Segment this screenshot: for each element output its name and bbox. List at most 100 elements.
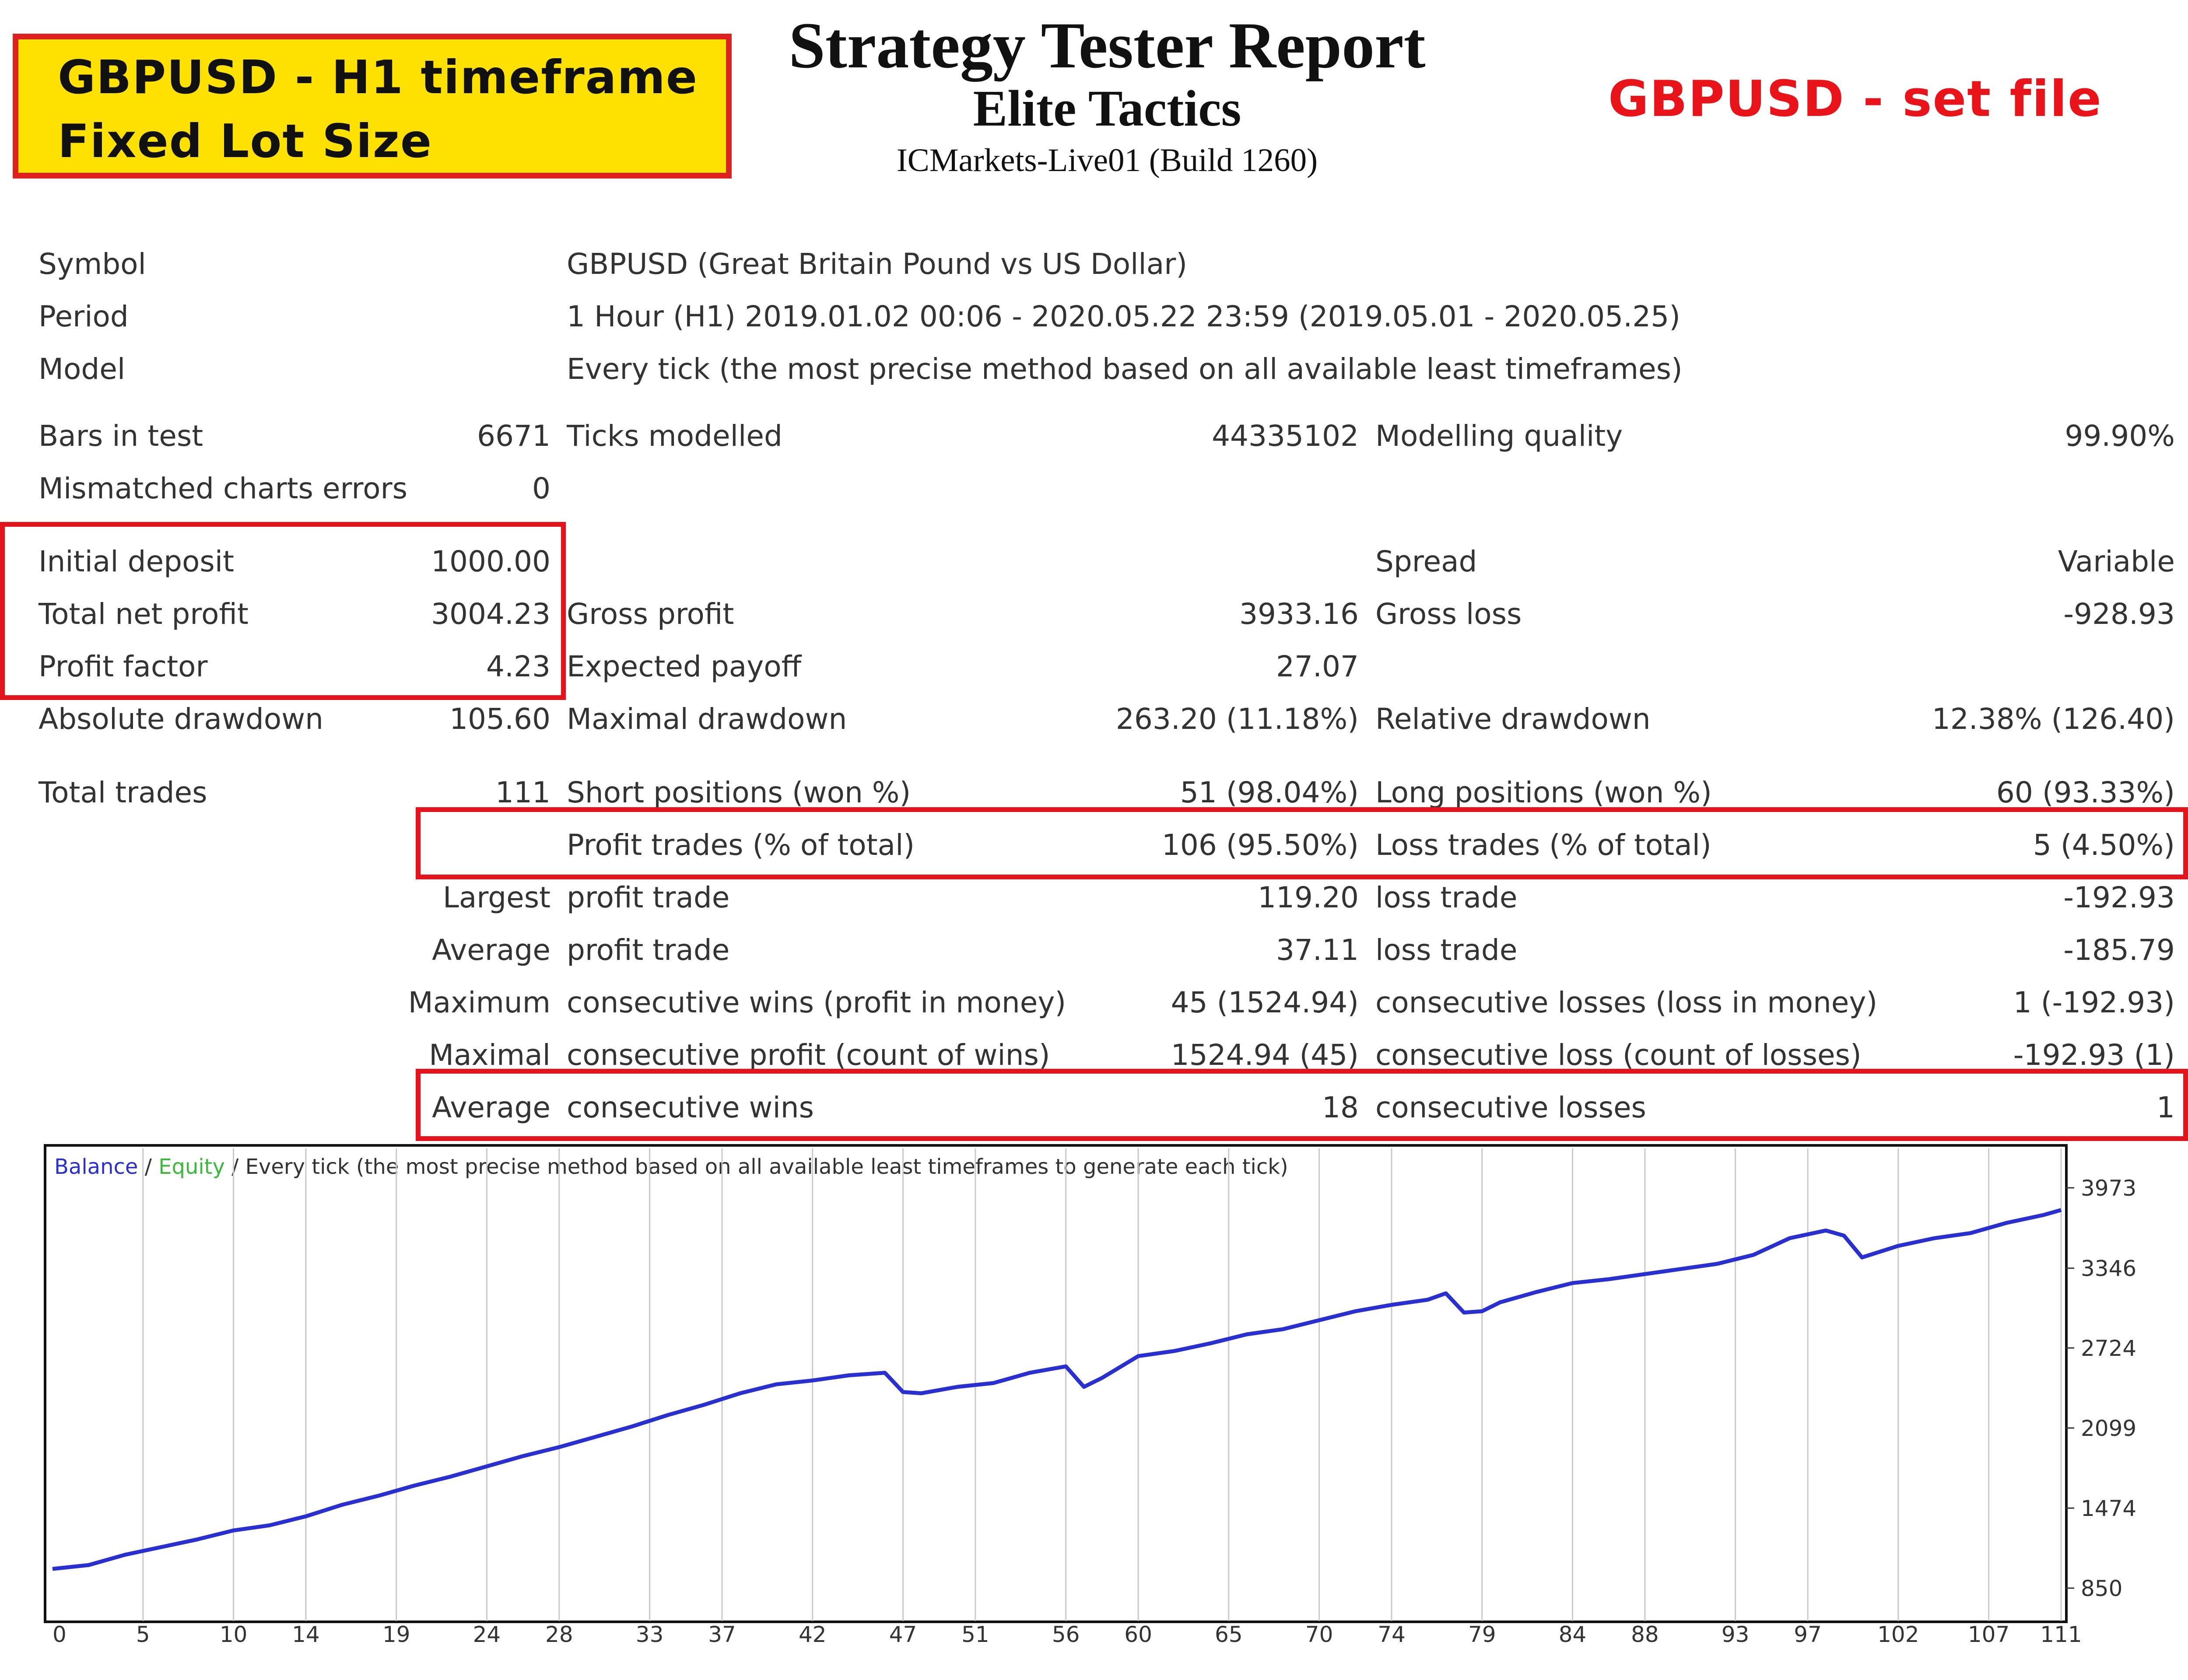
x-tick-label: 10 — [220, 1622, 248, 1647]
legend-equity: Equity — [158, 1155, 225, 1179]
timeframe-badge: GBPUSD - H1 timeframe Fixed Lot Size — [13, 34, 732, 178]
maximal-profit-value: 1524.94 (45) — [1171, 1038, 1359, 1072]
average-consecutive-label: Average — [431, 1091, 551, 1124]
absdd-label: Absolute drawdown — [39, 702, 323, 736]
maximal-profit-label: consecutive profit (count of wins) — [567, 1038, 1050, 1072]
average-loss-label: loss trade — [1375, 933, 1518, 967]
avg-wins-label: consecutive wins — [567, 1091, 814, 1124]
spread-label: Spread — [1375, 545, 1477, 578]
largest-label: Largest — [443, 881, 551, 914]
average-loss-value: -185.79 — [2063, 933, 2175, 967]
avg-wins-value: 18 — [1322, 1091, 1359, 1124]
x-tick-label: 28 — [545, 1622, 573, 1647]
trades-value: 111 — [495, 776, 551, 809]
x-tick-label: 51 — [961, 1622, 989, 1647]
x-tick-label: 5 — [136, 1622, 150, 1647]
bars-label: Bars in test — [39, 419, 203, 453]
quality-label: Modelling quality — [1375, 419, 1623, 453]
largest-loss-value: -192.93 — [2063, 881, 2175, 914]
highlight-deposit-box — [0, 522, 566, 700]
long-label: Long positions (won %) — [1375, 776, 1712, 809]
legend-description: / Every tick (the most precise method ba… — [224, 1155, 1288, 1179]
quality-value: 99.90% — [2065, 419, 2175, 453]
profit-trades-label: Profit trades (% of total) — [567, 828, 915, 862]
maximal-loss-value: -192.93 (1) — [2013, 1038, 2175, 1072]
mismatch-label: Mismatched charts errors — [39, 472, 407, 505]
long-value: 60 (93.33%) — [1996, 776, 2175, 809]
ticks-value: 44335102 — [1212, 419, 1359, 453]
x-tick-label: 60 — [1124, 1622, 1152, 1647]
x-tick-label: 47 — [889, 1622, 917, 1647]
maximal-label: Maximal — [429, 1038, 551, 1072]
netprofit-value: 3004.23 — [431, 597, 551, 631]
x-tick-label: 33 — [636, 1622, 664, 1647]
model-value: Every tick (the most precise method base… — [567, 352, 1683, 386]
x-tick-label: 19 — [382, 1622, 410, 1647]
set-file-label: GBPUSD - set file — [1608, 70, 2102, 128]
short-label: Short positions (won %) — [567, 776, 911, 809]
y-tick-label: 2724 — [2081, 1336, 2136, 1361]
y-tick-label: 850 — [2081, 1576, 2122, 1601]
average-label: Average — [431, 933, 551, 967]
grossprofit-value: 3933.16 — [1239, 597, 1359, 631]
legend-balance: Balance — [54, 1155, 138, 1179]
x-tick-label: 24 — [473, 1622, 501, 1647]
chart-legend: Balance / Equity / Every tick (the most … — [54, 1155, 1288, 1179]
x-tick-label: 56 — [1052, 1622, 1080, 1647]
loss-trades-label: Loss trades (% of total) — [1375, 828, 1711, 862]
x-tick-label: 84 — [1559, 1622, 1587, 1647]
maximum-label: Maximum — [408, 986, 551, 1019]
report-subtitle: Elite Tactics — [973, 80, 1241, 137]
x-tick-label: 74 — [1378, 1622, 1406, 1647]
reldd-value: 12.38% (126.40) — [1932, 702, 2175, 736]
x-tick-label: 37 — [708, 1622, 736, 1647]
x-tick-label: 88 — [1631, 1622, 1659, 1647]
grossprofit-label: Gross profit — [567, 597, 734, 631]
y-tick-label: 3346 — [2081, 1256, 2136, 1281]
maxdd-label: Maximal drawdown — [567, 702, 847, 736]
x-tick-label: 70 — [1305, 1622, 1333, 1647]
balance-chart-frame: Balance / Equity / Every tick (the most … — [44, 1144, 2068, 1623]
report-header: Strategy Tester Report Elite Tactics ICM… — [0, 8, 2188, 179]
deposit-label: Initial deposit — [39, 545, 234, 578]
highlight-average-wins-box — [416, 1069, 2188, 1141]
maximal-loss-label: consecutive loss (count of losses) — [1375, 1038, 1862, 1072]
mismatch-value: 0 — [532, 472, 551, 505]
y-tick-label: 3973 — [2081, 1176, 2136, 1201]
deposit-value: 1000.00 — [431, 545, 551, 578]
x-tick-label: 102 — [1877, 1622, 1919, 1647]
average-profit-label: profit trade — [567, 933, 730, 967]
bars-value: 6671 — [477, 419, 551, 453]
symbol-value: GBPUSD (Great Britain Pound vs US Dollar… — [567, 247, 1188, 281]
balance-line — [52, 1208, 2062, 1571]
grossloss-value: -928.93 — [2063, 597, 2175, 631]
x-tick-label: 79 — [1468, 1622, 1496, 1647]
largest-profit-value: 119.20 — [1258, 881, 1359, 914]
maxdd-value: 263.20 (11.18%) — [1115, 702, 1359, 736]
period-value: 1 Hour (H1) 2019.01.02 00:06 - 2020.05.2… — [567, 300, 1680, 333]
trades-label: Total trades — [39, 776, 207, 809]
average-profit-value: 37.11 — [1276, 933, 1359, 967]
x-tick-label: 0 — [53, 1622, 67, 1647]
legend-separator: / — [138, 1155, 159, 1179]
payoff-label: Expected payoff — [567, 650, 802, 683]
max-losses-value: 1 (-192.93) — [2013, 986, 2175, 1019]
profit-factor-value: 4.23 — [486, 650, 551, 683]
reldd-label: Relative drawdown — [1375, 702, 1651, 736]
max-wins-label: consecutive wins (profit in money) — [567, 986, 1066, 1019]
model-label: Model — [39, 352, 126, 386]
period-label: Period — [39, 300, 129, 333]
profit-trades-value: 106 (95.50%) — [1161, 828, 1359, 862]
y-tick-label: 1474 — [2081, 1496, 2136, 1521]
highlight-profit-trades-box — [416, 807, 2188, 879]
max-losses-label: consecutive losses (loss in money) — [1375, 986, 1878, 1019]
profit-factor-label: Profit factor — [39, 650, 208, 683]
report-title: Strategy Tester Report — [789, 9, 1426, 82]
loss-trades-value: 5 (4.50%) — [2033, 828, 2175, 862]
avg-losses-value: 1 — [2156, 1091, 2175, 1124]
x-tick-label: 93 — [1722, 1622, 1750, 1647]
x-tick-label: 111 — [2040, 1622, 2082, 1647]
netprofit-label: Total net profit — [39, 597, 249, 631]
symbol-label: Symbol — [39, 247, 146, 281]
report-server: ICMarkets-Live01 (Build 1260) — [896, 142, 1318, 178]
